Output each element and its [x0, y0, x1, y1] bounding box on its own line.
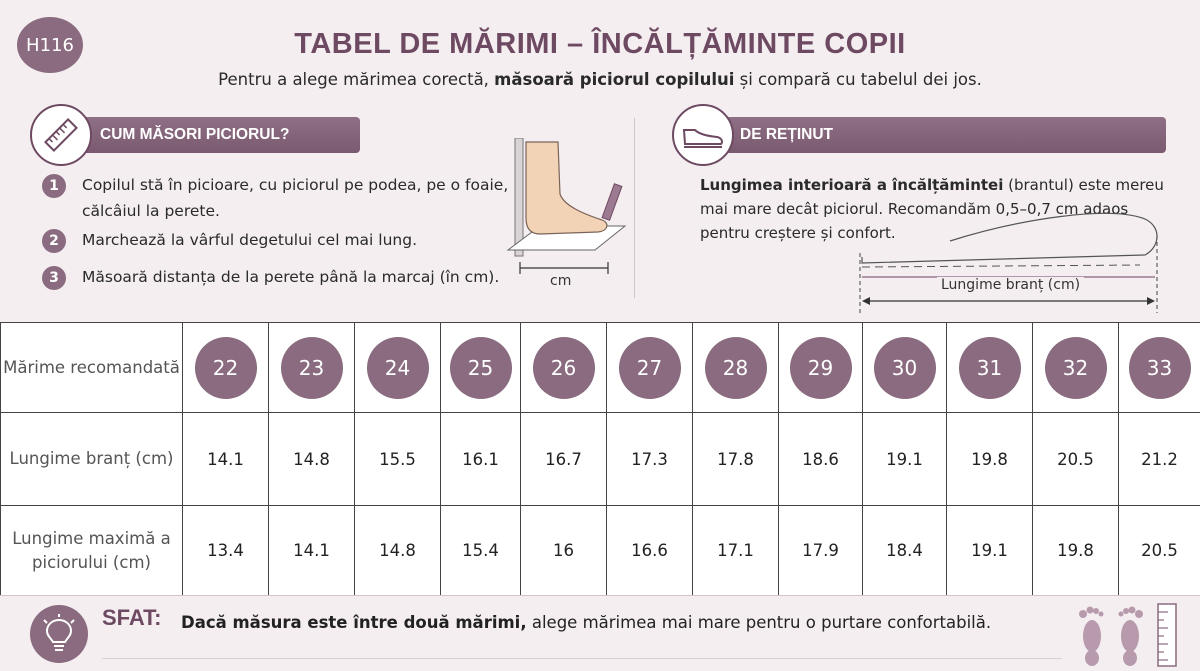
insole-cell: 16.7 — [520, 412, 607, 506]
foot-row-label: Lungime maximă a piciorului (cm) — [0, 505, 183, 596]
insole-cell: 16.1 — [440, 412, 521, 506]
insole-cell: 18.6 — [778, 412, 863, 506]
size-value: 27 — [618, 336, 681, 399]
foot-cell: 17.9 — [778, 505, 863, 596]
insole-cell: 19.1 — [862, 412, 947, 506]
tip-text: Dacă măsura este între două mărimi, aleg… — [181, 613, 991, 632]
foot-cell: 14.8 — [354, 505, 441, 596]
size-value: 33 — [1128, 336, 1191, 399]
ruler-icon — [1156, 603, 1178, 671]
insole-illustration-label: Lungime branț (cm) — [937, 277, 1085, 293]
size-value: 30 — [873, 336, 936, 399]
foot-cell: 20.5 — [1118, 505, 1200, 596]
insole-cell: 17.3 — [606, 412, 693, 506]
tip-text-bold: Dacă măsura este între două mărimi, — [181, 613, 527, 632]
size-row: Mărime recomandată 22 23 24 25 26 27 28 … — [0, 322, 1200, 413]
page-subtitle: Pentru a alege mărimea corectă, măsoară … — [0, 70, 1200, 89]
tip-text-rest: alege mărimea mai mare pentru o purtare … — [526, 613, 992, 632]
subtitle-text: Pentru a alege mărimea corectă, — [218, 70, 495, 89]
footprints-icon — [1070, 598, 1154, 671]
product-code-badge: H116 — [17, 17, 83, 73]
size-row-label: Mărime recomandată — [0, 322, 183, 413]
foot-cell: 19.1 — [946, 505, 1033, 596]
note-bold: Lungimea interioară a încălțămintei — [700, 176, 1004, 194]
tip-bar: SFAT: Dacă măsura este între două mărimi… — [0, 595, 1200, 671]
step-number: 2 — [42, 229, 66, 253]
size-value: 25 — [449, 336, 512, 399]
step-text: Marchează la vârful degetului cel mai lu… — [82, 231, 417, 249]
size-table: Mărime recomandată 22 23 24 25 26 27 28 … — [0, 322, 1200, 596]
insole-cell: 19.8 — [946, 412, 1033, 506]
page-title: TABEL DE MĂRIMI – ÎNCĂLȚĂMINTE COPII — [294, 28, 906, 60]
size-cell: 28 — [692, 322, 779, 413]
subtitle-bold: măsoară piciorul copilului — [494, 70, 735, 89]
insole-row-label: Lungime branț (cm) — [0, 412, 183, 506]
foot-cell: 16 — [520, 505, 607, 596]
size-value: 28 — [704, 336, 767, 399]
insole-cell: 17.8 — [692, 412, 779, 506]
foot-measure-illustration — [500, 137, 630, 292]
size-cell: 25 — [440, 322, 521, 413]
step-text: Copilul stă în picioare, cu piciorul pe … — [82, 176, 509, 220]
step-number: 3 — [42, 266, 66, 290]
insole-cell: 14.1 — [182, 412, 269, 506]
insole-cell: 20.5 — [1032, 412, 1119, 506]
shoe-icon — [672, 104, 734, 166]
size-cell: 31 — [946, 322, 1033, 413]
lightbulb-icon — [30, 605, 88, 663]
foot-cell: 19.8 — [1032, 505, 1119, 596]
subtitle-end: și compară cu tabelul dei jos. — [734, 70, 982, 89]
size-value: 24 — [366, 336, 429, 399]
size-cell: 30 — [862, 322, 947, 413]
size-cell: 22 — [182, 322, 269, 413]
insole-cell: 14.8 — [268, 412, 355, 506]
size-cell: 33 — [1118, 322, 1200, 413]
size-cell: 29 — [778, 322, 863, 413]
tip-label: SFAT: — [102, 605, 162, 630]
insole-cell: 21.2 — [1118, 412, 1200, 506]
note-text: (brantul) este mereu mai mare decât pici… — [700, 176, 1164, 242]
how-to-measure-heading: CUM MĂSORI PICIORUL? — [40, 117, 360, 153]
foot-illustration-label: cm — [550, 273, 572, 289]
size-value: 23 — [280, 336, 343, 399]
size-cell: 24 — [354, 322, 441, 413]
tip-divider — [102, 658, 1062, 659]
insole-cell: 15.5 — [354, 412, 441, 506]
foot-cell: 14.1 — [268, 505, 355, 596]
size-cell: 27 — [606, 322, 693, 413]
insole-illustration — [850, 205, 1170, 319]
remember-note: Lungimea interioară a încălțămintei (bra… — [700, 173, 1170, 245]
foot-cell: 18.4 — [862, 505, 947, 596]
size-cell: 32 — [1032, 322, 1119, 413]
size-value: 26 — [532, 336, 595, 399]
foot-cell: 17.1 — [692, 505, 779, 596]
foot-cell: 15.4 — [440, 505, 521, 596]
size-value: 31 — [958, 336, 1021, 399]
remember-heading: DE REȚINUT — [680, 117, 1166, 153]
foot-row: Lungime maximă a piciorului (cm) 13.4 14… — [0, 505, 1200, 596]
size-value: 32 — [1044, 336, 1107, 399]
step-text: Măsoară distanța de la perete până la ma… — [82, 268, 500, 286]
foot-cell: 16.6 — [606, 505, 693, 596]
insole-row: Lungime branț (cm) 14.1 14.8 15.5 16.1 1… — [0, 412, 1200, 506]
step-number: 1 — [42, 174, 66, 198]
size-value: 29 — [789, 336, 852, 399]
ruler-icon — [30, 104, 92, 166]
size-cell: 26 — [520, 322, 607, 413]
size-cell: 23 — [268, 322, 355, 413]
foot-cell: 13.4 — [182, 505, 269, 596]
section-divider — [634, 118, 635, 298]
size-value: 22 — [194, 336, 257, 399]
